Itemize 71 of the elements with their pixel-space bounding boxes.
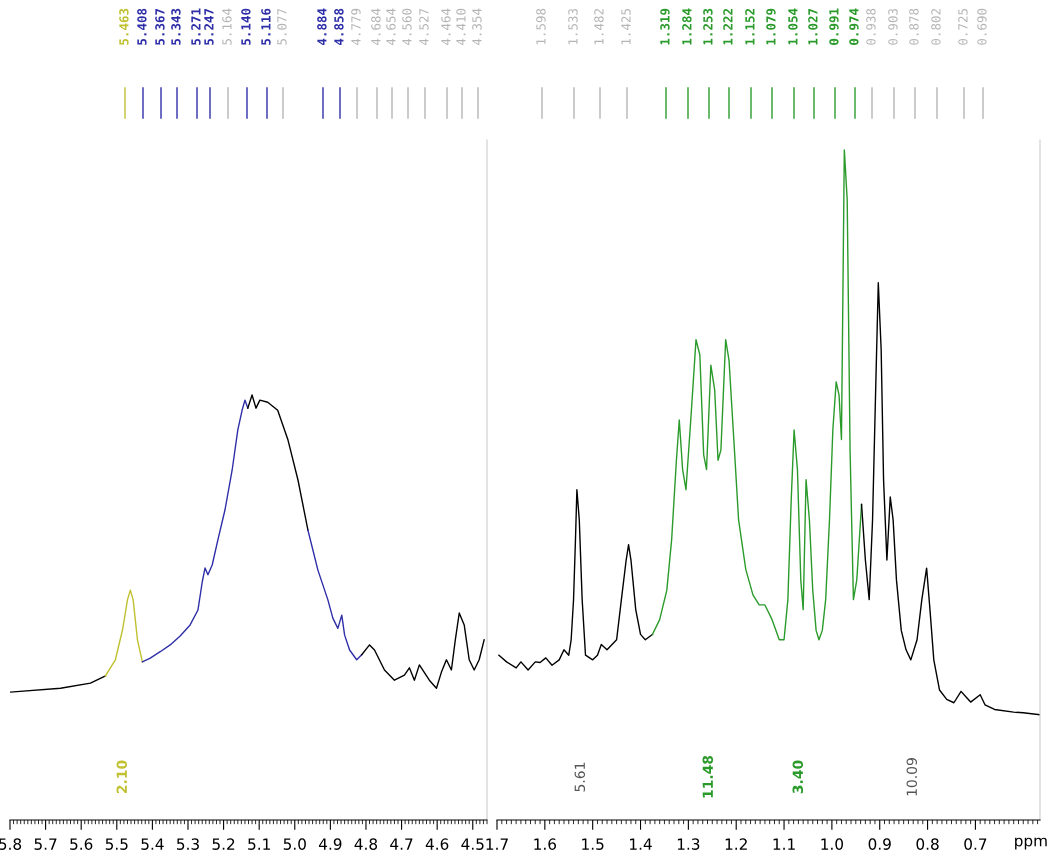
text: 1.054	[788, 8, 798, 45]
x-tick-label: 5.8	[0, 838, 22, 850]
text: 1.425	[621, 9, 631, 45]
text: 0.903	[888, 8, 898, 45]
x-tick-label: 1.3	[677, 838, 700, 850]
text: 5.140	[241, 8, 251, 45]
x-tick-label: 1.4	[630, 838, 652, 850]
x-tick-label: 5.1	[248, 838, 270, 850]
x-tick-label: 1.6	[534, 838, 557, 850]
x-tick-label: 0.7	[964, 838, 987, 850]
x-tick-label: 5.3	[177, 838, 199, 850]
text: 1.079	[766, 8, 776, 45]
x-tick-label: 5.0	[283, 838, 306, 850]
text: 4.884	[317, 8, 327, 45]
x-tick-label: 4.8	[354, 838, 378, 850]
text: 5.116	[261, 8, 271, 45]
x-axis-title: ppm	[1015, 837, 1047, 850]
annotation: 3.40	[792, 760, 804, 794]
text: 0.991	[829, 8, 839, 45]
text: 4.779	[351, 8, 361, 45]
annotation: 10.09	[906, 758, 918, 796]
text: 1.319	[660, 8, 670, 45]
text: 4.858	[334, 8, 344, 45]
text: 0.974	[849, 8, 859, 45]
annotation: 11.48	[702, 755, 714, 798]
text: 1.598	[536, 8, 546, 45]
text: 5.408	[137, 8, 147, 45]
text: 0.938	[866, 8, 876, 45]
text: 1.253	[703, 8, 713, 45]
x-tick-label: 5.2	[212, 838, 235, 850]
text: 4.654	[386, 8, 396, 45]
text: 4.410	[456, 8, 466, 45]
text: 0.878	[909, 8, 919, 45]
text: 0.725	[958, 9, 968, 45]
x-tick-label: 0.9	[868, 838, 891, 850]
text: 1.482	[594, 9, 604, 45]
text: 4.464	[441, 8, 451, 45]
x-tick-label: 5.6	[70, 838, 93, 850]
text: 0.690	[977, 8, 987, 45]
text: 5.077	[277, 8, 287, 45]
text: 4.560	[402, 8, 412, 45]
text: 5.463	[119, 8, 129, 45]
x-tick-label: 4.6	[425, 838, 449, 850]
text: 5.271	[191, 8, 201, 45]
x-tick-label: 1.1	[773, 838, 795, 850]
x-tick-label: 5.5	[105, 838, 128, 850]
x-tick-label: 4.5	[461, 838, 484, 850]
x-tick-label: 5.4	[141, 838, 164, 850]
text: 5.164	[222, 8, 232, 45]
x-tick-label: 0.8	[916, 838, 939, 850]
text: 1.152	[745, 9, 755, 45]
x-tick-label: 1.0	[821, 838, 844, 850]
x-tick-label: 4.7	[390, 838, 413, 850]
text: 1.533	[568, 8, 578, 45]
x-tick-label: 5.7	[34, 838, 57, 850]
x-tick-label: 4.9	[318, 838, 342, 850]
text: 1.222	[723, 9, 733, 45]
text: 5.247	[204, 8, 214, 45]
x-tick-label: 1.7	[486, 838, 508, 850]
text: 4.684	[371, 8, 381, 45]
x-tick-label: 1.5	[582, 838, 604, 850]
text: 0.802	[931, 9, 941, 45]
text: 5.367	[155, 8, 165, 45]
annotation: 2.10	[116, 760, 128, 794]
text: 4.527	[419, 8, 429, 45]
text: 4.354	[472, 8, 482, 45]
text: 1.284	[682, 8, 692, 45]
text: 1.027	[808, 8, 818, 45]
annotation: 5.61	[574, 762, 586, 792]
x-tick-label: 1.2	[725, 838, 747, 850]
text: 5.343	[171, 8, 181, 45]
